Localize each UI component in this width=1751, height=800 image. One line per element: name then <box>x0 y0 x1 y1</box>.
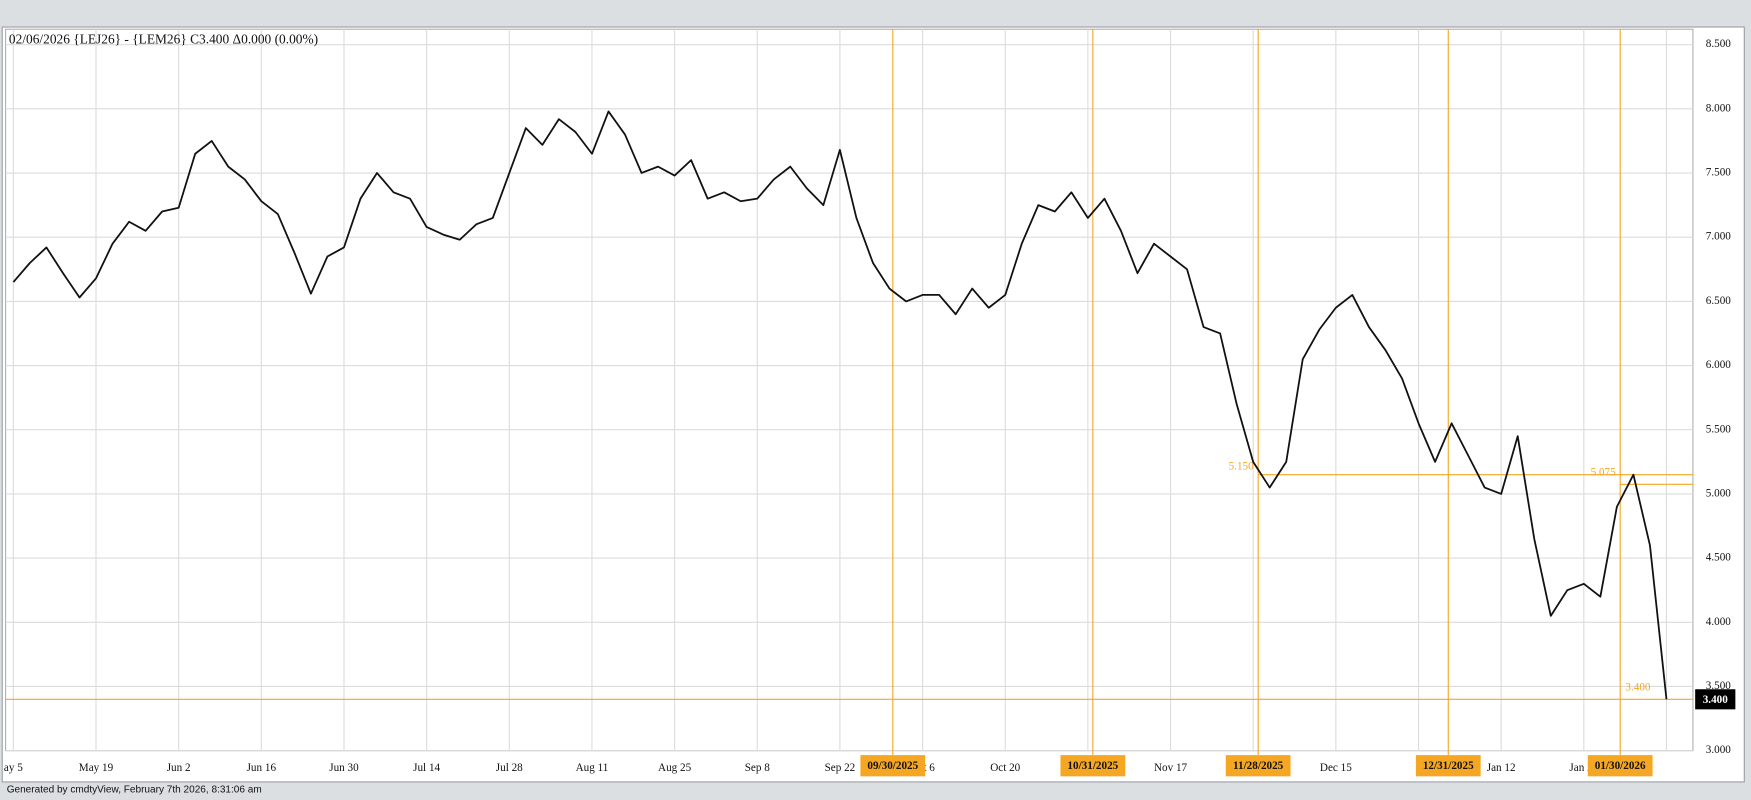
date-badge-label: 11/28/2025 <box>1233 760 1284 772</box>
y-tick-label: 4.000 <box>1706 616 1732 628</box>
x-tick-label: May 19 <box>79 762 114 774</box>
last-badge-label: 3.400 <box>1703 694 1729 706</box>
y-tick-label: 7.000 <box>1706 231 1732 243</box>
y-tick-label: 8.500 <box>1706 38 1732 50</box>
x-tick-label: Aug 25 <box>658 762 692 774</box>
y-tick-label: 3.500 <box>1706 680 1732 692</box>
y-tick-label: 4.500 <box>1706 552 1732 564</box>
x-tick-label: Jun 30 <box>329 762 359 774</box>
footer: Generated by cmdtyView, February 7th 202… <box>7 784 262 795</box>
x-tick-label: ay 5 <box>4 762 23 774</box>
date-badge-label: 09/30/2025 <box>867 760 918 772</box>
x-tick-label: Jan 12 <box>1487 762 1516 774</box>
x-tick-label: Jun 2 <box>167 762 191 774</box>
y-tick-label: 3.000 <box>1706 744 1732 756</box>
y-tick-label: 5.000 <box>1706 487 1732 499</box>
date-badge <box>1415 755 1481 777</box>
x-tick-label: Jun 16 <box>247 762 277 774</box>
y-tick-label: 7.500 <box>1706 167 1732 179</box>
x-tick-label: Sep 8 <box>745 762 771 774</box>
x-tick-label: Nov 17 <box>1154 762 1188 774</box>
y-tick-label: 8.000 <box>1706 102 1732 114</box>
last-badge <box>1695 689 1736 710</box>
x-tick-label: Jul 28 <box>496 762 523 774</box>
level-label: 5.150 <box>1229 460 1255 472</box>
x-tick-label: Dec 15 <box>1320 762 1352 774</box>
plot-area <box>5 28 1694 752</box>
price-line <box>12 110 1668 700</box>
level-label: 3.400 <box>1625 682 1651 694</box>
y-tick-label: 6.500 <box>1706 295 1732 307</box>
date-badge-label: 12/31/2025 <box>1423 760 1474 772</box>
date-badge-label: 10/31/2025 <box>1067 760 1118 772</box>
chart-title: 02/06/2026 {LEJ26} - {LEM26} C3.400 Δ0.0… <box>9 31 318 46</box>
level-label: 5.075 <box>1591 467 1617 479</box>
date-badge-label: 01/30/2026 <box>1595 760 1646 772</box>
x-tick-label: Sep 22 <box>825 762 856 774</box>
x-tick-label: Jul 14 <box>413 762 440 774</box>
x-tick-label: Oct 20 <box>990 762 1020 774</box>
y-tick-label: 5.500 <box>1706 423 1732 435</box>
date-badge <box>1587 755 1653 777</box>
date-badge <box>1060 755 1126 777</box>
date-badge <box>1225 755 1291 777</box>
x-tick-label: Aug 11 <box>576 762 609 774</box>
date-badge <box>860 755 926 777</box>
y-tick-label: 6.000 <box>1706 359 1732 371</box>
